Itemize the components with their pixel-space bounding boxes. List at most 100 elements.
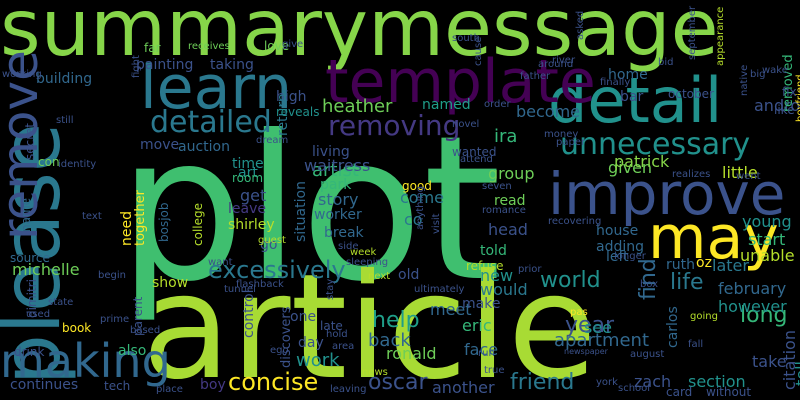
word-art: art <box>238 165 258 181</box>
word-secret: secret <box>23 123 37 160</box>
word-world: world <box>540 268 601 293</box>
word-appearance: appearance <box>715 6 726 66</box>
word-section: section <box>688 372 746 391</box>
word-house: house <box>596 223 639 239</box>
word-guest: guest <box>258 235 286 246</box>
word-adding: adding <box>596 239 645 255</box>
word-head: head <box>488 220 528 239</box>
word-another: another <box>432 378 495 397</box>
word-fix: fix <box>782 85 797 99</box>
word-template: template <box>325 47 596 117</box>
word-day: day <box>298 335 324 351</box>
word-name: name <box>19 197 33 232</box>
word-later: later <box>712 256 749 275</box>
word-face: face <box>464 340 499 359</box>
word-sleeping: sleeping <box>346 257 389 268</box>
word-painting: painting <box>136 57 194 73</box>
word-high: high <box>276 89 307 105</box>
word-week: week <box>350 247 377 258</box>
word-go: go <box>260 237 278 253</box>
word-also: also <box>118 343 147 359</box>
word-wanted: wanted <box>452 145 497 159</box>
word-detailed: detailed <box>150 105 272 140</box>
word-still: still <box>56 115 74 126</box>
word-show: show <box>152 275 189 291</box>
word-removing: removing <box>328 109 461 142</box>
word-finally: finally <box>600 77 631 88</box>
word-control: control <box>241 289 257 338</box>
word-bid: bid <box>658 57 674 68</box>
word-help: help <box>372 308 420 333</box>
word-heather: heather <box>322 96 393 117</box>
word-concise: concise <box>228 368 319 396</box>
word-take: take <box>752 352 787 371</box>
word-living: living <box>312 144 350 160</box>
word-far: far <box>144 41 161 55</box>
word-around: around <box>538 59 574 70</box>
word-dream: dream <box>256 135 289 146</box>
word-ruth: ruth <box>666 257 695 273</box>
word-left: left <box>606 249 629 265</box>
word-went: went <box>736 171 761 182</box>
word-story: story <box>318 190 359 209</box>
word-father: father <box>520 71 551 82</box>
word-waitress: waitress <box>304 156 371 175</box>
word-park: park <box>320 177 352 193</box>
word-stay: stay <box>325 278 336 300</box>
word-home: home <box>608 67 648 83</box>
word-start: start <box>748 230 786 249</box>
word-newspaper: newspaper <box>564 347 608 356</box>
word-see: see <box>584 318 613 337</box>
word-late: late <box>320 319 343 333</box>
word-continues: continues <box>10 377 79 393</box>
word-working: working <box>2 69 42 80</box>
word-side: side <box>338 241 359 252</box>
word-group: group <box>488 164 535 183</box>
word-however: however <box>718 297 787 316</box>
word-seven: seven <box>482 181 512 192</box>
word-would: would <box>480 280 528 299</box>
word-summarymessage: summarymessage <box>0 0 719 74</box>
word-oz: oz <box>696 255 712 271</box>
word-may: may <box>648 203 779 273</box>
word-apartment: apartment <box>554 330 650 351</box>
word-true: true <box>484 365 505 376</box>
word-paper: paper <box>556 137 586 148</box>
word-asked: asked <box>575 10 586 40</box>
word-college: college <box>191 203 205 246</box>
word-attend: attend <box>460 154 493 165</box>
word-drink: drink <box>14 345 45 359</box>
word-given: given <box>608 158 653 177</box>
word-worker: worker <box>314 207 362 223</box>
word-come: come <box>400 188 445 207</box>
word-ronald: ronald <box>386 344 437 363</box>
word-without: without <box>706 385 752 399</box>
word-excessively: excessively <box>208 256 346 284</box>
word-wake: wake <box>762 65 788 76</box>
word-need: need <box>119 211 135 246</box>
word-con: con <box>38 155 60 169</box>
word-building: building <box>36 71 93 87</box>
word-patrick: patrick <box>614 152 670 171</box>
word-tunnel: tunnel <box>224 284 256 295</box>
word-next: next <box>368 271 391 282</box>
word-get: get <box>240 186 267 205</box>
word-room: room <box>232 171 264 185</box>
word-oscar: oscar <box>368 370 428 395</box>
word-longer: longer <box>614 251 646 262</box>
word-prior: prior <box>518 264 542 275</box>
word-realizes: realizes <box>672 169 711 180</box>
word-improve: improve <box>548 160 786 228</box>
word-identity: identity <box>58 159 97 170</box>
word-ego: ego <box>270 345 289 356</box>
word-leaving: leaving <box>330 384 367 395</box>
word-fall: fall <box>688 339 704 350</box>
word-leave: leave <box>228 201 266 217</box>
word-native: native <box>739 64 750 96</box>
word-little: little <box>722 163 758 182</box>
word-big: big <box>750 69 766 80</box>
word-plot: plot <box>118 93 502 326</box>
word-like: like <box>774 103 795 117</box>
word-android: android <box>754 96 800 115</box>
